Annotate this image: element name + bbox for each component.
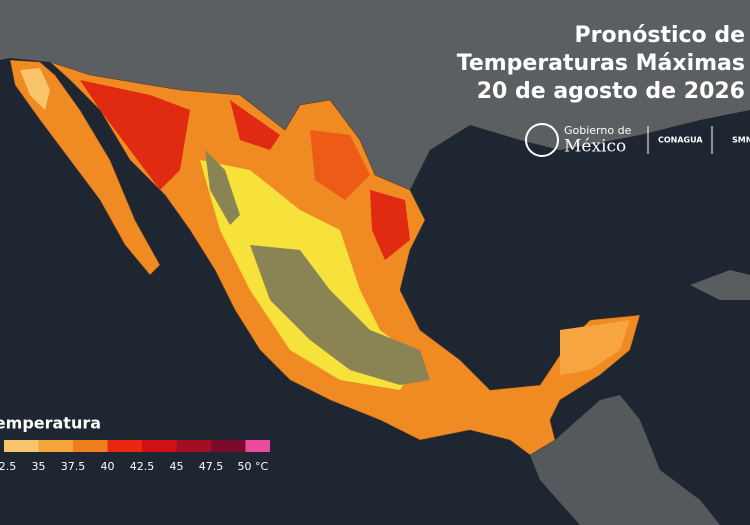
- legend-swatch: [142, 440, 177, 452]
- logo-text: México: [564, 137, 626, 157]
- legend-tick-label: 37.5: [61, 460, 86, 473]
- logo-text: CONAGUA: [658, 136, 703, 145]
- legend-swatch: [73, 440, 108, 452]
- legend-tick-label: 35: [32, 460, 46, 473]
- title-line: Temperaturas Máximas: [457, 51, 745, 76]
- logo-emblem: [525, 123, 559, 157]
- baja-zone: [20, 68, 50, 110]
- logo-text: SMN: [732, 136, 750, 145]
- legend-tick-label: 42.5: [130, 460, 155, 473]
- legend-tick-label: 45: [170, 460, 184, 473]
- hot-zone-tamaulipas: [370, 190, 410, 260]
- highlands: [205, 150, 430, 385]
- legend: 32.5 35 37.5 40 42.5 45 47.5 50 °C: [0, 440, 270, 473]
- legend-swatch: [107, 440, 142, 452]
- hot-zone-sonora: [80, 80, 190, 190]
- title-line: 20 de agosto de 2026: [477, 79, 745, 104]
- legend-swatch: [38, 440, 73, 452]
- yucatan-zone: [560, 320, 630, 375]
- legend-swatch: [211, 440, 246, 452]
- land-north: [0, 0, 750, 190]
- legend-tick-label: 47.5: [199, 460, 224, 473]
- legend-swatch: [245, 440, 270, 452]
- logo-text: Gobierno de: [564, 124, 632, 137]
- legend-title: Temperatura: [0, 414, 101, 433]
- legend-swatch: [4, 440, 39, 452]
- baja-california: [9, 59, 161, 276]
- title-line: Pronóstico de: [575, 23, 746, 48]
- legend-swatch: [176, 440, 211, 452]
- land-central-america: [530, 395, 720, 525]
- hot-zone-coahuila: [310, 130, 370, 200]
- legend-tick-label: 50 °C: [238, 460, 269, 473]
- legend-tick-label: 40: [101, 460, 115, 473]
- legend-tick-label: 32.5: [0, 460, 16, 473]
- land-cuba: [690, 270, 750, 300]
- hot-zone-chihuahua: [230, 100, 280, 150]
